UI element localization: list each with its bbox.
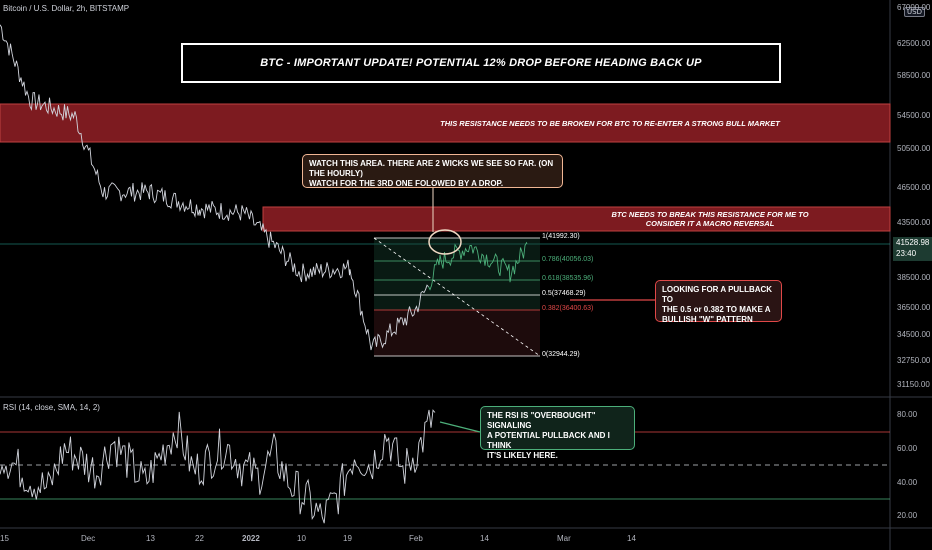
pullback-note-line3: BULLISH "W" PATTERN (662, 315, 753, 324)
price-tick: 67000.00 (897, 3, 931, 12)
fib-retracement[interactable] (373, 237, 541, 357)
macro-resistance-label: BTC NEEDS TO BREAK THIS RESISTANCE FOR M… (560, 210, 860, 228)
rsi-note-line3: IT'S LIKELY HERE. (487, 451, 558, 460)
currency-badge[interactable]: USD (904, 7, 925, 17)
fib-label-1: 1(41992.30) (542, 233, 580, 240)
chart-title: BTC - IMPORTANT UPDATE! POTENTIAL 12% DR… (260, 57, 702, 69)
time-tick: 22 (195, 534, 204, 543)
rsi-pointer (439, 421, 481, 433)
macro-resistance-line1: BTC NEEDS TO BREAK THIS RESISTANCE FOR M… (611, 210, 809, 219)
watch-note-line2: WATCH FOR THE 3RD ONE FOLOWED BY A DROP. (309, 179, 504, 188)
price-tick: 58500.00 (897, 71, 931, 80)
time-tick: Dec (81, 534, 96, 543)
rsi-note-line1: THE RSI IS "OVERBOUGHT" SIGNALING (487, 411, 596, 430)
macro-resistance-zone (262, 206, 891, 232)
macro-resistance-line2: CONSIDER IT A MACRO REVERSAL (645, 219, 775, 228)
fib-label-0: 0(32944.29) (542, 351, 580, 358)
top-resistance-text: THIS RESISTANCE NEEDS TO BE BROKEN FOR B… (440, 119, 780, 128)
last-price-countdown: 23:40 (896, 249, 917, 258)
rsi-header[interactable]: RSI (14, close, SMA, 14, 2) (3, 403, 100, 412)
rsi-series-line (0, 409, 436, 524)
price-series-line (0, 24, 429, 351)
fib-label-0786: 0.786(40056.03) (542, 256, 594, 263)
price-tick: 36500.00 (897, 303, 931, 312)
pullback-note-line2: THE 0.5 or 0.382 TO MAKE A (662, 305, 771, 314)
time-tick: 14 (480, 534, 489, 543)
fib-label-0618: 0.618(38535.96) (542, 275, 594, 282)
fib-lower-fill (374, 310, 540, 356)
price-tick: 62500.00 (897, 39, 931, 48)
price-tick: 32750.00 (897, 356, 931, 365)
fib-label-05: 0.5(37468.29) (542, 290, 586, 297)
pullback-note[interactable]: LOOKING FOR A PULLBACK TO THE 0.5 or 0.3… (655, 280, 782, 324)
rsi-tick: 60.00 (897, 444, 918, 453)
time-tick: 13 (146, 534, 155, 543)
time-tick: 15 (0, 534, 9, 543)
time-tick: 14 (627, 534, 636, 543)
time-tick: Mar (557, 534, 571, 543)
price-tick: 38500.00 (897, 273, 931, 282)
price-tick: 46500.00 (897, 183, 931, 192)
watch-area-note[interactable]: WATCH THIS AREA. THERE ARE 2 WICKS WE SE… (302, 154, 563, 188)
watch-note-line1: WATCH THIS AREA. THERE ARE 2 WICKS WE SE… (309, 159, 554, 178)
fib-label-0382: 0.382(36400.63) (542, 305, 594, 312)
time-tick: 2022 (242, 534, 260, 543)
rsi-tick: 80.00 (897, 410, 918, 419)
rsi-tick: 20.00 (897, 511, 918, 520)
price-tick: 31150.00 (897, 380, 930, 389)
price-tick: 54500.00 (897, 111, 931, 120)
time-tick: Feb (409, 534, 423, 543)
fib-trend-line (373, 237, 541, 357)
pullback-note-line1: LOOKING FOR A PULLBACK TO (662, 285, 773, 304)
last-price-tag: 41528.98 23:40 (893, 237, 932, 261)
last-price-value: 41528.98 (896, 238, 930, 247)
rsi-note[interactable]: THE RSI IS "OVERBOUGHT" SIGNALING A POTE… (480, 406, 635, 460)
title-box: BTC - IMPORTANT UPDATE! POTENTIAL 12% DR… (181, 43, 781, 83)
time-tick: 10 (297, 534, 306, 543)
wicks-highlight-circle (428, 229, 462, 255)
top-resistance-zone (0, 103, 891, 143)
price-tick: 43500.00 (897, 218, 931, 227)
time-tick: 19 (343, 534, 352, 543)
price-tick: 50500.00 (897, 144, 931, 153)
price-tick: 34500.00 (897, 330, 931, 339)
rsi-note-line2: A POTENTIAL PULLBACK AND I THINK (487, 431, 610, 450)
symbol-header[interactable]: Bitcoin / U.S. Dollar, 2h, BITSTAMP (3, 4, 130, 13)
rsi-tick: 40.00 (897, 478, 918, 487)
top-resistance-label: THIS RESISTANCE NEEDS TO BE BROKEN FOR B… (420, 119, 800, 128)
